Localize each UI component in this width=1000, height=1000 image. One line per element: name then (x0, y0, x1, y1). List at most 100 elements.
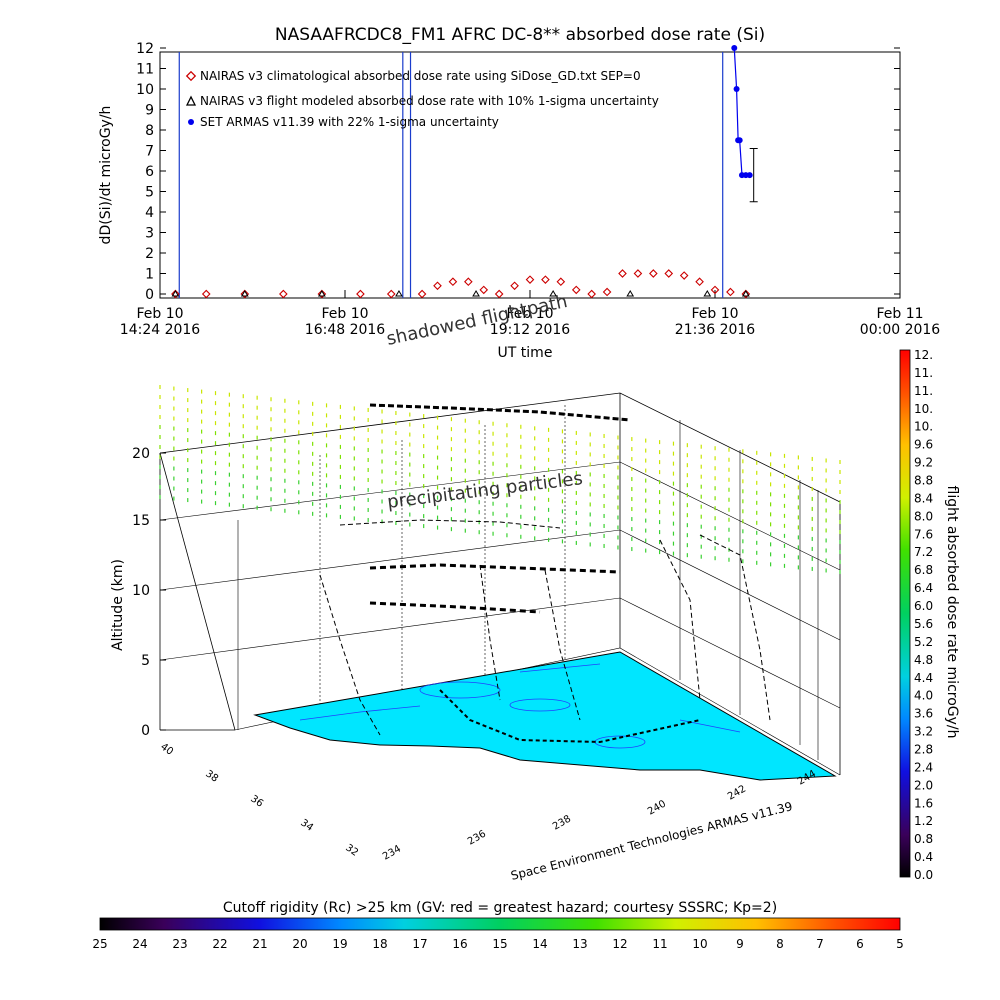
legend-item-nairas-climatological: NAIRAS v3 climatological absorbed dose r… (185, 69, 641, 83)
right-colorbar-tick-label: 5.2 (914, 635, 933, 649)
series-point-nairas-climatological (279, 289, 288, 299)
right-colorbar-tick-label: 10. (914, 420, 933, 434)
top-xtick-label: Feb 10 (691, 306, 738, 322)
bottom-colorbar-tick-label: 5 (896, 937, 904, 951)
series-point-nairas-climatological (448, 277, 458, 287)
3d-zaxis-ticks: 0 5 10 15 20 (132, 446, 166, 739)
series-point-nairas-climatological (633, 269, 643, 278)
series-point-nairas-climatological (479, 285, 489, 295)
top-chart-ylabel: dD(Si)/dt microGy/h (98, 106, 114, 245)
bottom-colorbar-tick-label: 11 (652, 937, 667, 951)
right-colorbar-tick-label: 2.4 (914, 760, 933, 774)
top-chart-legend: NAIRAS v3 climatological absorbed dose r… (185, 69, 659, 129)
series-point-nairas-climatological (510, 281, 519, 291)
series-point-nairas-flight (472, 290, 480, 297)
series-point-nairas-flight (240, 290, 249, 297)
bottom-colorbar-tick-label: 21 (252, 937, 267, 951)
top-chart-vertical-lines (178, 52, 724, 298)
bottom-colorbar-gradient (99, 917, 901, 931)
series-point-nairas-climatological (417, 289, 427, 299)
3d-xtick-label: 242 (726, 784, 748, 803)
top-ytick-label: 12 (136, 41, 154, 57)
right-colorbar-gradient (899, 349, 911, 878)
bottom-colorbar-tick-label: 25 (92, 937, 107, 951)
top-ytick-label: 5 (145, 185, 154, 201)
top-xtick-label: 00:00 2016 (860, 322, 941, 338)
right-colorbar-ticks: 12. 11. 11. 10. 10. 9.6 9.2 8.8 8.4 8.0 7.6 7.2 6.8 6… (914, 348, 933, 882)
top-xtick-label: Feb 10 (321, 306, 368, 322)
right-colorbar-tick-label: 0.0 (914, 868, 933, 882)
3d-zaxis-label: Altitude (km) (110, 559, 126, 651)
series-point-nairas-climatological (587, 289, 596, 299)
series-point-nairas-climatological (356, 289, 365, 299)
right-colorbar-tick-label: 2.8 (914, 742, 933, 756)
right-colorbar-tick-label: 6.8 (914, 563, 933, 577)
top-ytick-label: 9 (145, 103, 154, 119)
series-point-nairas-climatological (556, 277, 566, 287)
legend-marker-nairas-climatological (185, 70, 197, 82)
top-chart-series (171, 45, 758, 299)
series-point-nairas-flight (171, 290, 180, 297)
3d-xtick-label: 236 (466, 829, 488, 848)
series-point-nairas-climatological (695, 277, 704, 287)
series-point-nairas-climatological (433, 281, 442, 291)
bottom-colorbar-tick-label: 7 (816, 937, 824, 951)
legend-marker-nairas-flight (185, 95, 197, 106)
series-point-nairas-climatological (386, 289, 396, 299)
right-colorbar-tick-label: 3.2 (914, 725, 933, 739)
3d-xtick-label: 238 (551, 814, 573, 833)
series-point-nairas-flight (703, 290, 712, 297)
bottom-colorbar-ticks: 25 24 23 22 21 20 19 18 17 16 15 14 13 12 11 10 9 8 7 6 5 (92, 937, 903, 951)
right-colorbar-tick-label: 1.6 (914, 796, 933, 810)
right-colorbar-tick-label: 9.6 (914, 438, 933, 452)
series-point-nairas-climatological (602, 287, 612, 297)
top-ytick-label: 0 (145, 287, 154, 303)
series-point-nairas-climatological (464, 277, 473, 287)
right-colorbar-tick-label: 11. (914, 384, 933, 398)
bottom-colorbar-tick-label: 8 (776, 937, 784, 951)
top-xtick-label: 16:48 2016 (305, 322, 386, 338)
bottom-colorbar-tick-label: 22 (212, 937, 227, 951)
series-point-nairas-climatological (541, 275, 550, 284)
bottom-colorbar-tick-label: 15 (492, 937, 507, 951)
right-colorbar-tick-label: 0.4 (914, 850, 933, 864)
3d-panel: Altitude (km) 0 5 10 15 20 40 38 36 34 32 234 236… (110, 291, 841, 883)
top-ytick-label: 1 (145, 267, 154, 283)
series-point-nairas-climatological (649, 269, 658, 278)
top-xtick-label: 21:36 2016 (675, 322, 756, 338)
3d-yaxis-ticks: 40 38 36 34 32 (158, 741, 360, 858)
bottom-colorbar: Cutoff rigidity (Rc) >25 km (GV: red = g… (92, 900, 903, 951)
3d-xtick-label: 240 (646, 799, 668, 818)
top-chart-title: NASAAFRCDC8_FM1 AFRC DC-8** absorbed dos… (275, 25, 765, 45)
top-ytick-label: 2 (145, 246, 154, 262)
bottom-colorbar-tick-label: 16 (452, 937, 467, 951)
3d-ztick-label: 5 (141, 653, 150, 669)
top-chart-xlabel: UT time (498, 345, 553, 361)
series-errorbar-armas (749, 147, 758, 203)
series-point-nairas-climatological (710, 285, 720, 295)
bottom-colorbar-tick-label: 20 (292, 937, 307, 951)
bottom-colorbar-tick-label: 17 (412, 937, 427, 951)
bottom-colorbar-title: Cutoff rigidity (Rc) >25 km (GV: red = g… (223, 900, 777, 916)
3d-ztick-label: 10 (132, 583, 150, 599)
legend-marker-armas (188, 119, 194, 125)
right-colorbar-tick-label: 8.0 (914, 509, 933, 523)
right-colorbar: 12. 11. 11. 10. 10. 9.6 9.2 8.8 8.4 8.0 7.6 7.2 6.8 6… (899, 348, 960, 882)
top-xtick-label: 14:24 2016 (120, 322, 201, 338)
legend-label-armas: SET ARMAS v11.39 with 22% 1-sigma uncert… (200, 115, 499, 129)
series-point-nairas-flight (549, 290, 558, 297)
3d-ztick-label: 15 (132, 513, 150, 529)
top-ytick-label: 11 (136, 62, 154, 78)
3d-precipitating-particles (159, 385, 841, 574)
3d-ztick-label: 20 (132, 446, 150, 462)
3d-ytick-label: 36 (248, 793, 265, 809)
series-point-nairas-climatological (525, 275, 535, 284)
3d-box-frame (159, 392, 841, 775)
top-ytick-label: 10 (136, 82, 154, 98)
top-ytick-label: 3 (145, 226, 154, 242)
series-point-nairas-climatological (571, 285, 581, 295)
right-colorbar-tick-label: 6.4 (914, 581, 933, 595)
